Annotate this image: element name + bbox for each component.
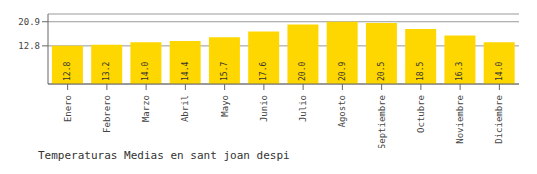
svg-text:Marzo: Marzo — [141, 95, 151, 122]
svg-text:Mayo: Mayo — [220, 95, 230, 117]
svg-text:12.8: 12.8 — [18, 41, 40, 51]
svg-text:Octubre: Octubre — [416, 95, 426, 133]
svg-text:Junio: Junio — [259, 95, 269, 122]
svg-text:13.2: 13.2 — [102, 62, 111, 81]
svg-text:Noviembre: Noviembre — [455, 95, 465, 144]
svg-text:Abril: Abril — [180, 95, 190, 122]
svg-text:20.5: 20.5 — [377, 62, 386, 81]
svg-text:16.3: 16.3 — [455, 62, 464, 81]
svg-text:Agosto: Agosto — [337, 95, 347, 128]
svg-text:18.5: 18.5 — [416, 62, 425, 81]
svg-text:20.9: 20.9 — [18, 17, 40, 27]
html-text:Temperaturas Medias en sant jo: Temperaturas Medias en sant joan despi — [38, 149, 290, 162]
svg-text:14.0: 14.0 — [141, 62, 150, 81]
svg-text:Julio: Julio — [298, 95, 308, 122]
svg-text:15.7: 15.7 — [220, 62, 229, 81]
svg-text:14.4: 14.4 — [181, 62, 190, 81]
svg-text:12.8: 12.8 — [63, 62, 72, 81]
svg-text:Enero: Enero — [63, 95, 73, 122]
svg-text:20.0: 20.0 — [298, 62, 307, 81]
svg-text:Febrero: Febrero — [102, 95, 112, 133]
svg-text:14.0: 14.0 — [495, 62, 504, 81]
svg-text:Septiembre: Septiembre — [377, 95, 387, 148]
svg-text:Diciembre: Diciembre — [494, 95, 504, 144]
svg-text:20.9: 20.9 — [338, 62, 347, 81]
svg-text:17.6: 17.6 — [259, 62, 268, 81]
